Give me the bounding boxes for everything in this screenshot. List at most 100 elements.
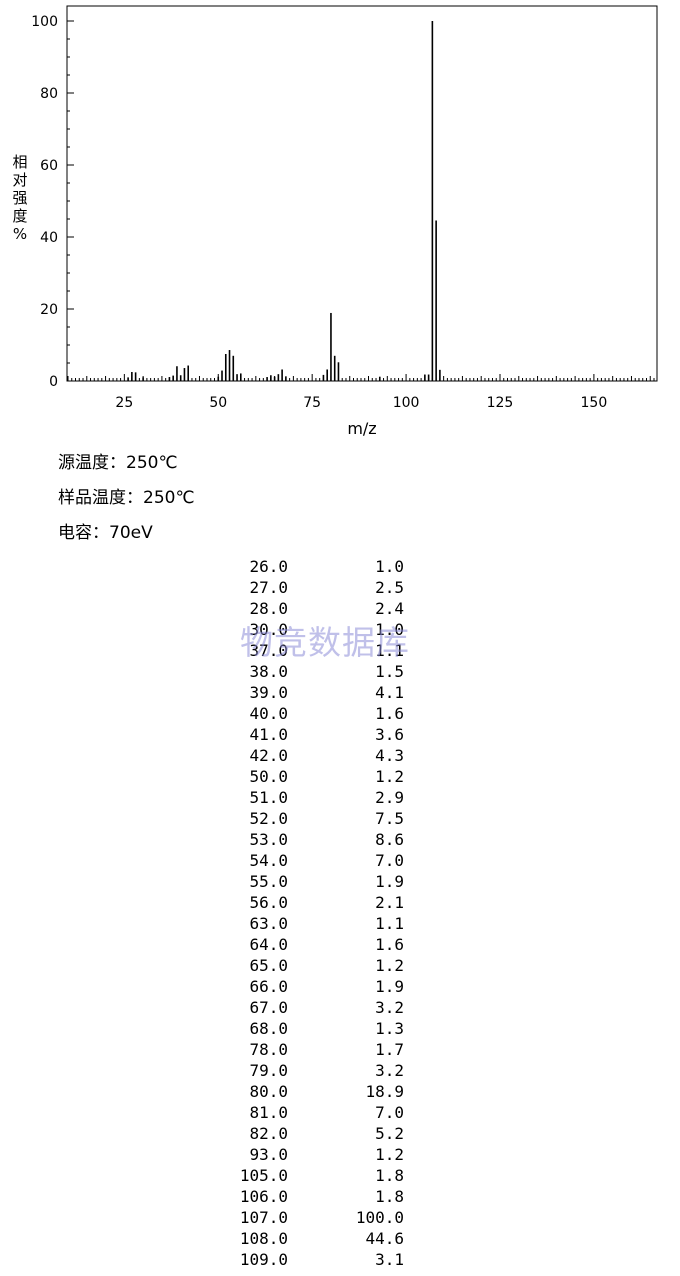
mz-value: 105.0 <box>239 1166 288 1185</box>
table-row: 82.0 5.2 <box>200 1123 420 1144</box>
table-row: 30.0 1.0 <box>200 619 420 640</box>
table-row: 79.0 3.2 <box>200 1060 420 1081</box>
table-row: 65.0 1.2 <box>200 955 420 976</box>
table-row: 42.0 4.3 <box>200 745 420 766</box>
table-row: 81.0 7.0 <box>200 1102 420 1123</box>
mz-value: 93.0 <box>249 1145 288 1164</box>
ionization-voltage: 电容：70eV <box>58 523 153 543</box>
mz-value: 50.0 <box>249 767 288 786</box>
intensity-value: 4.3 <box>375 746 404 765</box>
y-tick-label: 0 <box>49 374 58 390</box>
mz-value: 55.0 <box>249 872 288 891</box>
table-row: 27.0 2.5 <box>200 577 420 598</box>
y-label-char: 强 <box>12 189 27 207</box>
table-row: 80.0 18.9 <box>200 1081 420 1102</box>
y-tick-label: 20 <box>40 302 58 318</box>
intensity-value: 1.9 <box>375 977 404 996</box>
table-row: 53.0 8.6 <box>200 829 420 850</box>
mz-value: 107.0 <box>239 1208 288 1227</box>
intensity-value: 7.5 <box>375 809 404 828</box>
axes-ticks: 25 50 75 100 125 150 0 20 40 60 80 100 <box>31 14 655 411</box>
peak-table: 26.0 1.0 27.0 2.5 28.0 2.4 30.0 1.0 37.0 1.1 38.0 1… <box>200 556 420 1270</box>
table-row: 78.0 1.7 <box>200 1039 420 1060</box>
mz-value: 65.0 <box>249 956 288 975</box>
intensity-value: 1.9 <box>375 872 404 891</box>
table-row: 51.0 2.9 <box>200 787 420 808</box>
table-row: 50.0 1.2 <box>200 766 420 787</box>
intensity-value: 1.3 <box>375 1019 404 1038</box>
mz-value: 106.0 <box>239 1187 288 1206</box>
table-row: 40.0 1.6 <box>200 703 420 724</box>
mz-value: 42.0 <box>249 746 288 765</box>
mz-value: 109.0 <box>239 1250 288 1269</box>
mz-value: 27.0 <box>249 578 288 597</box>
y-label-char: 对 <box>12 171 27 189</box>
table-row: 26.0 1.0 <box>200 556 420 577</box>
intensity-value: 44.6 <box>365 1229 404 1248</box>
table-row: 64.0 1.6 <box>200 934 420 955</box>
mz-value: 51.0 <box>249 788 288 807</box>
intensity-value: 7.0 <box>375 1103 404 1122</box>
mz-value: 37.0 <box>249 641 288 660</box>
table-row: 56.0 2.1 <box>200 892 420 913</box>
table-row: 93.0 1.2 <box>200 1144 420 1165</box>
table-row: 108.0 44.6 <box>200 1228 420 1249</box>
intensity-value: 1.1 <box>375 914 404 933</box>
mz-value: 78.0 <box>249 1040 288 1059</box>
table-row: 37.0 1.1 <box>200 640 420 661</box>
x-tick-label: 75 <box>303 395 321 411</box>
sample-temperature: 样品温度：250℃ <box>58 488 195 508</box>
intensity-value: 2.9 <box>375 788 404 807</box>
y-tick-label: 40 <box>40 230 58 246</box>
intensity-value: 2.4 <box>375 599 404 618</box>
y-tick-label: 60 <box>40 158 58 174</box>
intensity-value: 1.7 <box>375 1040 404 1059</box>
mz-value: 108.0 <box>239 1229 288 1248</box>
mz-value: 53.0 <box>249 830 288 849</box>
mz-value: 54.0 <box>249 851 288 870</box>
plot-frame <box>66 5 658 382</box>
mz-value: 52.0 <box>249 809 288 828</box>
intensity-value: 100.0 <box>355 1208 404 1227</box>
intensity-value: 5.2 <box>375 1124 404 1143</box>
table-row: 54.0 7.0 <box>200 850 420 871</box>
intensity-value: 1.6 <box>375 935 404 954</box>
intensity-value: 1.1 <box>375 641 404 660</box>
table-row: 109.0 3.1 <box>200 1249 420 1270</box>
intensity-value: 1.2 <box>375 956 404 975</box>
y-label-char: 度 <box>12 207 27 225</box>
x-tick-label: 50 <box>209 395 227 411</box>
mz-value: 38.0 <box>249 662 288 681</box>
mz-value: 67.0 <box>249 998 288 1017</box>
mz-value: 82.0 <box>249 1124 288 1143</box>
table-row: 106.0 1.8 <box>200 1186 420 1207</box>
mz-value: 79.0 <box>249 1061 288 1080</box>
mz-value: 63.0 <box>249 914 288 933</box>
intensity-value: 1.8 <box>375 1187 404 1206</box>
x-tick-label: 150 <box>581 395 608 411</box>
table-row: 38.0 1.5 <box>200 661 420 682</box>
mz-value: 80.0 <box>249 1082 288 1101</box>
mz-value: 39.0 <box>249 683 288 702</box>
mz-value: 30.0 <box>249 620 288 639</box>
table-row: 52.0 7.5 <box>200 808 420 829</box>
intensity-value: 3.2 <box>375 998 404 1017</box>
intensity-value: 3.1 <box>375 1250 404 1269</box>
mz-value: 66.0 <box>249 977 288 996</box>
x-tick-label: 125 <box>487 395 514 411</box>
table-row: 68.0 1.3 <box>200 1018 420 1039</box>
table-row: 63.0 1.1 <box>200 913 420 934</box>
source-temperature: 源温度：250℃ <box>58 453 178 473</box>
table-row: 105.0 1.8 <box>200 1165 420 1186</box>
intensity-value: 18.9 <box>365 1082 404 1101</box>
x-tick-label: 25 <box>115 395 133 411</box>
mz-value: 40.0 <box>249 704 288 723</box>
watermark: 物竞数据库 <box>240 623 410 662</box>
y-tick-label: 100 <box>31 14 58 30</box>
mz-value: 68.0 <box>249 1019 288 1038</box>
mz-value: 26.0 <box>249 557 288 576</box>
table-row: 107.0 100.0 <box>200 1207 420 1228</box>
y-label-char: 相 <box>12 153 27 171</box>
mz-value: 81.0 <box>249 1103 288 1122</box>
